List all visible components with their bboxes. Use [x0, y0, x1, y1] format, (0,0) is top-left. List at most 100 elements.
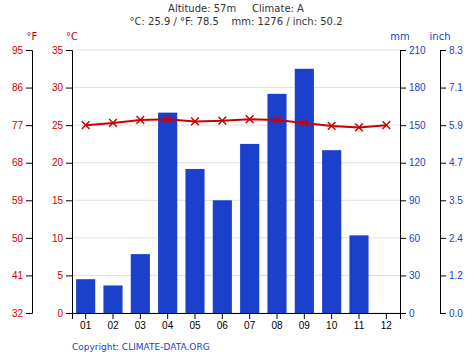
tick-label: 11: [354, 320, 365, 331]
tick: 90: [400, 195, 421, 206]
bar: [213, 200, 232, 313]
grid-line: [72, 200, 400, 201]
marker: [191, 118, 199, 126]
tick: 7.1: [440, 82, 463, 93]
tick-mark: [400, 200, 406, 201]
tick-label: 60: [409, 233, 421, 244]
bar: [377, 313, 396, 314]
tick-mark: [440, 313, 446, 314]
marker: [137, 116, 145, 124]
marks: [76, 69, 390, 313]
tick: 50: [12, 233, 32, 244]
tick-mark: [195, 313, 196, 319]
tick-mark: [26, 313, 32, 314]
axis-line: [73, 314, 401, 320]
y4-axis: 0.0 1.2 2.4 3.5 4.7 5.9 7.1 8.3: [440, 45, 463, 319]
tick: 8.3: [440, 45, 463, 56]
tick-label: 5: [57, 270, 63, 281]
marker: [273, 116, 281, 124]
tick: 25: [52, 120, 72, 131]
tick-label: 10: [52, 233, 64, 244]
tick-label: 77: [12, 120, 24, 131]
tick-label: 86: [12, 82, 24, 93]
bar: [267, 94, 286, 313]
marker: [383, 121, 391, 129]
tick: 4.7: [440, 157, 463, 168]
tick: 09: [299, 313, 311, 331]
tick: 5: [57, 270, 72, 281]
tick-mark: [85, 313, 86, 319]
tick: 210: [400, 45, 426, 56]
tick: 77: [12, 120, 32, 131]
tick-label: 10: [326, 320, 338, 331]
marker: [301, 119, 309, 127]
plot: 0510152025303532415059687786950306090120…: [12, 45, 463, 331]
tick: 0: [400, 308, 415, 319]
bar: [349, 235, 368, 313]
tick-mark: [440, 88, 446, 89]
axis-line: [441, 51, 447, 314]
tick-mark: [26, 125, 32, 126]
tick: 06: [217, 313, 229, 331]
axis-label: °F: [27, 31, 38, 42]
tick: 150: [400, 120, 426, 131]
tick: 2.4: [440, 233, 463, 244]
tick-label: 08: [271, 320, 283, 331]
tick-mark: [440, 163, 446, 164]
bar: [240, 144, 259, 313]
tick: 12: [381, 313, 393, 331]
marker: [82, 121, 90, 129]
tick-mark: [331, 313, 332, 319]
tick-mark: [400, 163, 406, 164]
tick: 3.5: [440, 195, 463, 206]
tick: 60: [400, 233, 421, 244]
line: [86, 119, 387, 127]
tick: 30: [52, 82, 72, 93]
tick: 0: [57, 308, 72, 319]
tick-label: 5.9: [449, 120, 463, 131]
marker: [164, 115, 172, 123]
tick: 03: [135, 313, 147, 331]
tick-label: 35: [52, 45, 64, 56]
tick-mark: [66, 275, 72, 276]
tick-mark: [26, 200, 32, 201]
tick-mark: [113, 313, 114, 319]
tick: 01: [80, 313, 92, 331]
tick: 07: [244, 313, 256, 331]
tick: 1.2: [440, 270, 463, 281]
tick-mark: [26, 238, 32, 239]
tick-label: 09: [299, 320, 311, 331]
tick-label: 02: [107, 320, 119, 331]
tick: 41: [12, 270, 32, 281]
tick-mark: [26, 88, 32, 89]
tick-mark: [66, 163, 72, 164]
tick-label: 25: [52, 120, 64, 131]
tick-mark: [440, 50, 446, 51]
marker: [219, 117, 227, 125]
tick-label: 41: [12, 270, 24, 281]
tick-mark: [26, 163, 32, 164]
tick: 59: [12, 195, 32, 206]
axis-line: [26, 51, 33, 314]
tick-label: 03: [135, 320, 147, 331]
tick: 35: [52, 45, 72, 56]
tick-label: 95: [12, 45, 24, 56]
axis-label: mm: [390, 31, 409, 42]
annotation: °C: 25.9 / °F: 78.5 mm: 1276 / inch: 50.…: [130, 16, 343, 27]
tick-label: 30: [409, 270, 421, 281]
tick-mark: [167, 313, 168, 319]
tick: 32: [12, 308, 32, 319]
tick-mark: [222, 313, 223, 319]
tick: 5.9: [440, 120, 463, 131]
tick-mark: [277, 313, 278, 319]
tick-mark: [386, 313, 387, 319]
tick-label: 7.1: [449, 82, 463, 93]
x-axis: 010203040506070809101112: [73, 313, 401, 331]
tick: 15: [52, 195, 72, 206]
tick-mark: [66, 313, 72, 314]
tick: 0.0: [440, 308, 463, 319]
tick-mark: [249, 313, 250, 319]
tick-label: 1.2: [449, 270, 463, 281]
tick: 10: [52, 233, 72, 244]
tick: 180: [400, 82, 426, 93]
